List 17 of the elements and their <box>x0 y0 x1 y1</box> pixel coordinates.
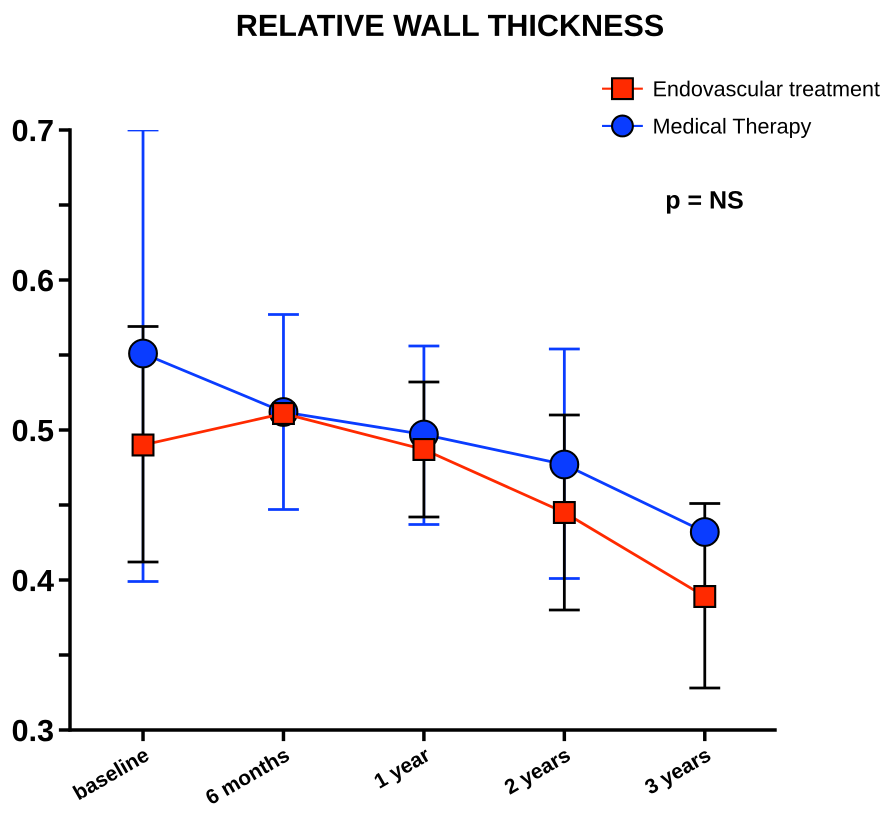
y-tick-label: 0.4 <box>12 570 54 592</box>
y-tick-label: 0.3 <box>12 720 53 742</box>
legend-label: Endovascular treatment <box>654 80 880 96</box>
point <box>128 338 158 368</box>
point <box>693 585 716 608</box>
point <box>132 434 154 456</box>
legend-label: Medical Therapy <box>654 118 812 138</box>
point <box>412 438 436 461</box>
chart-title: RELATIVE WALL THICKNESS <box>238 14 664 36</box>
annotation: p = NS <box>666 191 743 214</box>
point <box>690 517 720 547</box>
point <box>552 501 576 524</box>
x-tick-label: 1 year <box>373 746 434 792</box>
point <box>549 450 580 480</box>
y-tick-label: 0.6 <box>12 270 53 292</box>
y-tick-label: 0.5 <box>12 420 54 442</box>
y-tick-label: 0.7 <box>12 120 53 142</box>
